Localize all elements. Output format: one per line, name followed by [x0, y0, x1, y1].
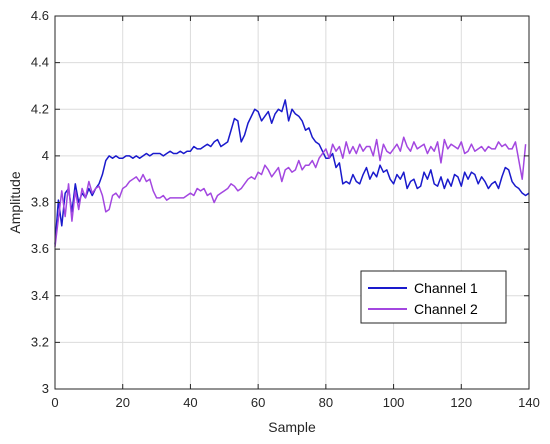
y-tick-label: 4.6 — [31, 8, 49, 23]
x-tick-label: 40 — [183, 395, 197, 410]
axis-ticks — [54, 15, 530, 390]
y-axis-label: Amplitude — [7, 171, 23, 233]
legend-label-channel-1: Channel 1 — [414, 280, 478, 296]
x-tick-label: 20 — [115, 395, 129, 410]
y-tick-label: 3.6 — [31, 241, 49, 256]
y-tick-label: 3 — [42, 381, 49, 396]
tick-labels: 0 20 40 60 80 100 120 140 3 3.2 3.4 3.6 3.8 4 4.2 4.4 4.… — [31, 8, 540, 410]
x-tick-label: 120 — [450, 395, 472, 410]
y-tick-label: 4 — [42, 148, 49, 163]
x-tick-label: 100 — [383, 395, 405, 410]
x-tick-label: 0 — [51, 395, 58, 410]
legend-label-channel-2: Channel 2 — [414, 301, 478, 317]
y-tick-label: 3.4 — [31, 288, 49, 303]
x-tick-label: 80 — [319, 395, 333, 410]
legend-box — [360, 270, 507, 324]
y-tick-label: 4.4 — [31, 55, 49, 70]
series-line-channel-1 — [54, 99, 530, 245]
legend: Channel 1 Channel 2 — [360, 270, 507, 324]
series-layer — [54, 99, 530, 247]
y-tick-label: 4.2 — [31, 101, 49, 116]
y-tick-label: 3.2 — [31, 334, 49, 349]
x-tick-label: 140 — [518, 395, 540, 410]
x-axis-label: Sample — [268, 419, 316, 435]
y-tick-label: 3.8 — [31, 195, 49, 210]
series-line-channel-2 — [54, 136, 527, 247]
x-tick-label: 60 — [251, 395, 265, 410]
